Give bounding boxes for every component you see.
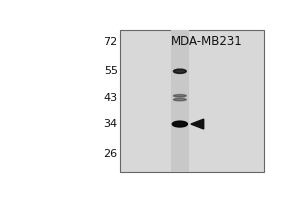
Ellipse shape — [173, 98, 186, 101]
Bar — [171, 30, 189, 172]
Text: 72: 72 — [103, 37, 118, 47]
Text: 34: 34 — [103, 119, 118, 129]
Text: 26: 26 — [103, 149, 118, 159]
Text: 55: 55 — [104, 66, 118, 76]
Bar — [120, 30, 264, 172]
Text: MDA-MB231: MDA-MB231 — [171, 35, 242, 48]
Ellipse shape — [173, 69, 186, 73]
Text: 43: 43 — [103, 93, 118, 103]
Ellipse shape — [172, 121, 188, 127]
Polygon shape — [191, 119, 204, 129]
Ellipse shape — [173, 95, 186, 97]
